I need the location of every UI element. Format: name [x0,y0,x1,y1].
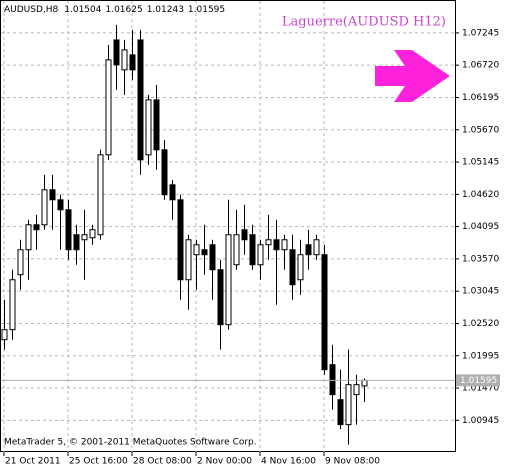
candle-body [329,364,336,396]
candle-body [201,249,208,256]
candle-body [233,234,240,266]
price-label-box [456,374,500,387]
candle-body [353,384,360,396]
candle-body [249,234,256,266]
candle-body [49,189,56,201]
x-tick-label: 21 Oct 2011 [5,457,61,467]
candle-body [321,254,328,371]
y-tick-label: 1.00945 [462,416,499,426]
signal-arrow [375,50,450,102]
header-close: 1.01595 [188,5,225,15]
indicator-title: Laguerre(AUDUSD H12) [282,15,446,30]
x-tick-label: 28 Oct 08:00 [133,457,192,467]
candle-body [25,224,32,251]
candle-body [361,379,368,387]
x-tick-label: 2 Nov 00:00 [197,457,252,467]
y-tick-label: 1.01995 [462,351,499,361]
candle-body [225,234,232,326]
header-open: 1.01504 [64,5,101,15]
price-label: 1.01595 [460,376,497,386]
candle-body [41,189,48,226]
candle-body [73,234,80,251]
y-tick-label: 1.07245 [462,28,499,38]
candle-body [105,59,112,156]
candle-body [265,239,272,246]
header-low: 1.01243 [147,5,184,15]
candle-body [209,244,216,271]
candle-body [9,279,16,331]
candle-body [161,149,168,196]
x-tick-label: 25 Oct 16:00 [69,457,128,467]
header: AUDUSD,H8 1.01504 1.01625 1.01243 1.01595 [4,5,225,15]
candle-body [33,224,40,231]
candle-body [97,154,104,236]
candle-body [81,234,88,241]
y-tick-label: 1.05670 [462,125,499,135]
grid [1,1,455,452]
y-tick-label: 1.04095 [462,222,499,232]
symbol: AUDUSD,H8 [4,5,59,15]
y-tick-label: 1.01470 [462,384,499,394]
candle-body [185,239,192,281]
candle-body [193,244,200,256]
y-tick-label: 1.02520 [462,319,499,329]
candle-body [153,99,160,151]
candle-body [129,54,136,71]
y-tick-label: 1.03045 [462,287,499,297]
footer: MetaTrader 5, © 2001-2011 MetaQuotes Sof… [4,438,257,448]
y-tick-label: 1.04620 [462,190,499,200]
candle-body [121,49,128,71]
candle-body [217,269,224,326]
candle-body [137,39,144,161]
candle-body [65,209,72,251]
candle-body [281,239,288,251]
y-tick-label: 1.06720 [462,61,499,71]
y-tick-label: 1.06195 [462,93,499,103]
candle-body [89,229,96,239]
candle-body [345,384,352,426]
candle-body [289,249,296,286]
candle-body [17,249,24,276]
candle-body [305,244,312,256]
candle-body [177,199,184,281]
candle-body [1,329,8,341]
candle-body [113,39,120,66]
x-tick-label: 9 Nov 08:00 [325,457,380,467]
candle-body [241,229,248,241]
candle-body [337,399,344,426]
y-tick-label: 1.03570 [462,254,499,264]
candle-body [273,239,280,251]
candle-body [313,239,320,256]
candle-body [297,254,304,281]
header-high: 1.01625 [105,5,142,15]
candle-body [57,199,64,211]
candle-body [169,184,176,201]
x-tick-label: 4 Nov 16:00 [261,457,316,467]
y-tick-label: 1.05145 [462,158,499,168]
candle-body [145,99,152,156]
candles [1,24,368,445]
candle-body [257,244,264,266]
